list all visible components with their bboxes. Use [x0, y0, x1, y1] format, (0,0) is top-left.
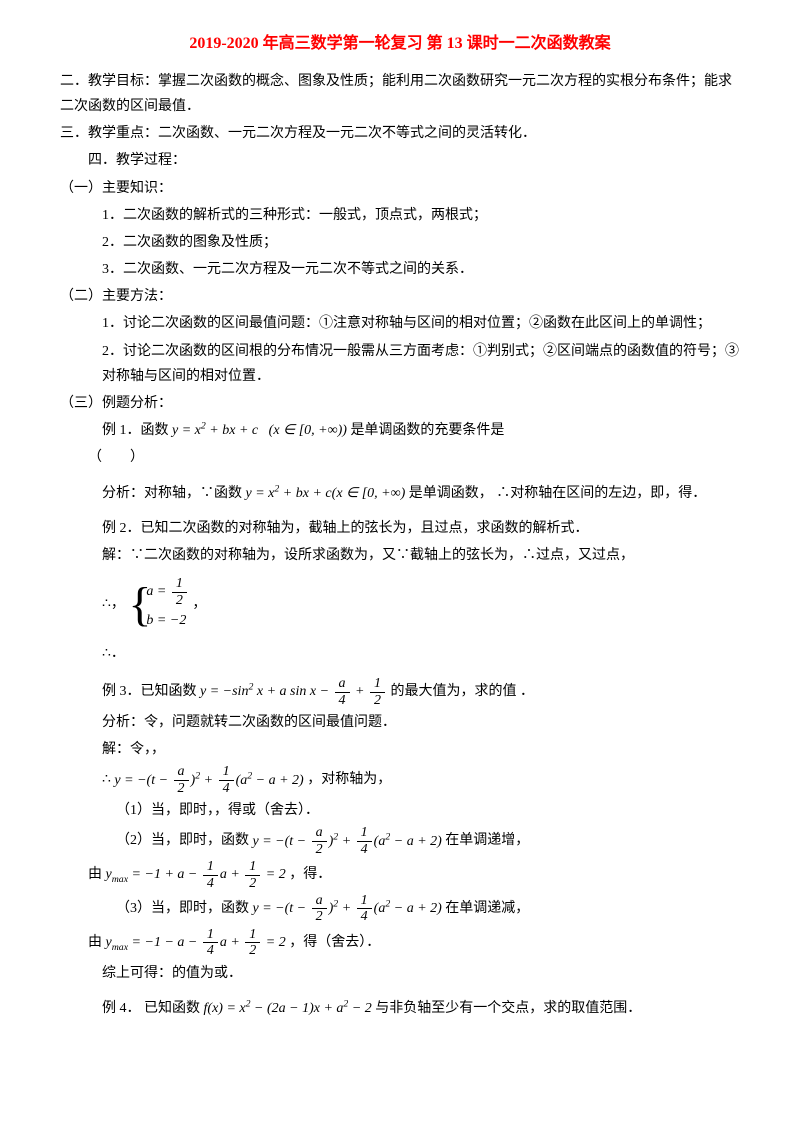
ex3-summary: 综上可得：的值为或．: [60, 961, 740, 986]
ex3-c3-b: 在单调递减，: [445, 901, 529, 916]
ex1-tail: 是单调函数的充要条件是: [350, 423, 504, 438]
ex1-analysis: 分析：对称轴，∵函数 y = x2 + bx + c(x ∈ [0, +∞) 是…: [60, 481, 740, 506]
ex3-c2-a: （2）当，即时，函数: [116, 834, 253, 849]
ex3-line1-b: ，对称轴为，: [307, 773, 391, 788]
ex1-ana-a: 分析：对称轴，∵函数: [102, 486, 246, 501]
ex3-ymax-pos: ymax = −1 + a − 14a + 12 = 2: [106, 867, 290, 882]
ex1-ana-formula: y = x2 + bx + c(x ∈ [0, +∞): [246, 486, 406, 501]
ex4-formula: f(x) = x2 − (2a − 1)x + a2 − 2: [204, 1001, 372, 1016]
ex3-c2-b: 在单调递增，: [445, 834, 529, 849]
ex2-therefore1: ∴，: [102, 597, 125, 612]
ex2-a-label: a =: [146, 584, 169, 599]
example3: 例 3．已知函数 y = −sin2 x + a sin x − a4 + 12…: [60, 676, 740, 708]
ex3-c3-tail: ，得（舍去）．: [289, 935, 380, 950]
ex3-tail: 的最大值为，求的值 ．: [391, 684, 535, 699]
ex2-b-line: b = −2: [146, 608, 188, 633]
ex3-ymax-neg: ymax = −1 − a − 14a + 12 = 2: [106, 935, 290, 950]
part1-label: （一）主要知识：: [60, 176, 740, 201]
ex3-formula: y = −sin2 x + a sin x − a4 + 12: [200, 684, 391, 699]
ex2-therefore2: ∴．: [60, 641, 740, 666]
part2-item1: 1．讨论二次函数的区间最值问题：①注意对称轴与区间的相对位置；②函数在此区间上的…: [60, 311, 740, 336]
ex2-therefore-block: ∴， a = 1 2 b = −2 ，: [60, 570, 740, 639]
ex2-a-frac: 1 2: [172, 576, 187, 608]
example1: 例 1．函数 y = x2 + bx + c (x ∈ [0, +∞)) 是单调…: [60, 418, 740, 443]
ex3-analysis: 分析：令，问题就转二次函数的区间最值问题．: [60, 710, 740, 735]
ex3-c2-by: 由 ymax = −1 + a − 14a + 12 = 2 ，得．: [60, 859, 740, 891]
part1-item3: 3．二次函数、一元二次方程及一元二次不等式之间的关系．: [60, 257, 740, 282]
example4: 例 4． 已知函数 f(x) = x2 − (2a − 1)x + a2 − 2…: [60, 996, 740, 1021]
ex4-tail: 与非负轴至少有一个交点，求的取值范围．: [375, 1001, 641, 1016]
section-2: 二．教学目标：掌握二次函数的概念、图象及性质；能利用二次函数研究一元二次方程的实…: [60, 69, 740, 119]
ex1-text: 例 1．函数: [102, 423, 172, 438]
example2: 例 2．已知二次函数的对称轴为，截轴上的弦长为，且过点，求函数的解析式．: [60, 516, 740, 541]
ex1-blank: （ ）: [60, 445, 740, 470]
part2-item2: 2．讨论二次函数的区间根的分布情况一般需从三方面考虑：①判别式；②区间端点的函数…: [60, 339, 740, 389]
part1-item2: 2．二次函数的图象及性质；: [60, 230, 740, 255]
ex3-quad-formula: y = −(t − a2)2 + 14(a2 − a + 2): [114, 773, 307, 788]
ex3-c3-a: （3）当，即时，函数: [116, 901, 253, 916]
part2-label: （二）主要方法：: [60, 284, 740, 309]
ex3-text: 例 3．已知函数: [102, 684, 200, 699]
ex3-case2: （2）当，即时，函数 y = −(t − a2)2 + 14(a2 − a + …: [60, 825, 740, 857]
title-red: 2019-2020 年高三数学第一轮复习 第 13 课时一二次函数教案: [189, 35, 610, 52]
page-title: 2019-2020 年高三数学第一轮复习 第 13 课时一二次函数教案: [60, 30, 740, 59]
ex3-line1: ∴ y = −(t − a2)2 + 14(a2 − a + 2) ，对称轴为，: [60, 764, 740, 796]
ex2-a-num: 1: [172, 576, 187, 592]
ex3-line1-a: ∴: [102, 773, 114, 788]
ex3-case3: （3）当，即时，函数 y = −(t − a2)2 + 14(a2 − a + …: [60, 893, 740, 925]
ex3-case1: （1）当，即时，，得或（舍去）．: [60, 798, 740, 823]
section-3: 三．教学重点：二次函数、一元二次方程及一元二次不等式之间的灵活转化．: [60, 121, 740, 146]
part3-label: （三）例题分析：: [60, 391, 740, 416]
ex3-c2-formula: y = −(t − a2)2 + 14(a2 − a + 2): [253, 834, 446, 849]
ex1-formula: y = x2 + bx + c (x ∈ [0, +∞)): [172, 423, 347, 438]
ex3-c2-by-label: 由: [88, 867, 106, 882]
ex2-a-den: 2: [172, 593, 187, 608]
ex3-c3-by-label: 由: [88, 935, 106, 950]
ex4-text: 例 4． 已知函数: [102, 1001, 204, 1016]
ex2-comma: ，: [192, 597, 206, 612]
ex1-ana-b: 是单调函数， ∴对称轴在区间的左边，即，得．: [409, 486, 707, 501]
ex3-c3-by: 由 ymax = −1 − a − 14a + 12 = 2 ，得（舍去）．: [60, 927, 740, 959]
ex2-sol: 解：∵二次函数的对称轴为，设所求函数为，又∵截轴上的弦长为，∴过点，又过点，: [60, 543, 740, 568]
part1-item1: 1．二次函数的解析式的三种形式：一般式，顶点式，两根式；: [60, 203, 740, 228]
ex3-c3-formula: y = −(t − a2)2 + 14(a2 − a + 2): [253, 901, 446, 916]
section-4: 四．教学过程：: [60, 148, 740, 173]
ex2-a-line: a = 1 2: [146, 576, 188, 608]
ex3-sol: 解：令，，: [60, 737, 740, 762]
ex3-c2-tail: ，得．: [289, 867, 331, 882]
ex2-brace: a = 1 2 b = −2: [128, 576, 188, 633]
